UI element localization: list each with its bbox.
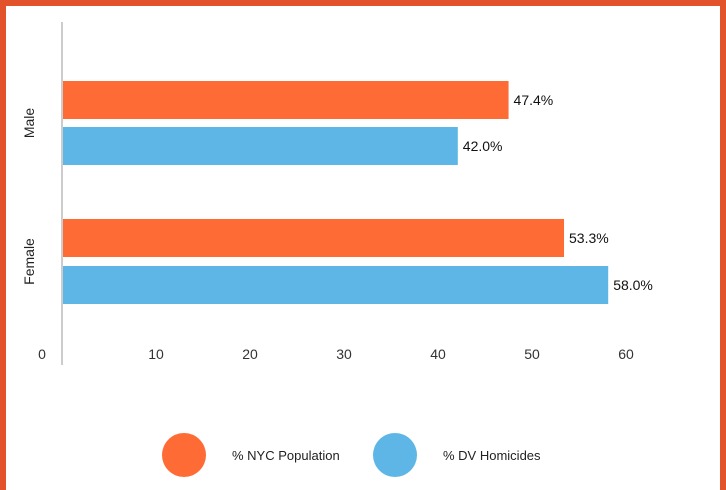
legend-swatch-series-0 xyxy=(162,433,206,477)
x-tick-label: 20 xyxy=(242,346,258,362)
bar-female-series-0 xyxy=(63,219,565,257)
legend: % NYC Population % DV Homicides xyxy=(162,433,541,477)
legend-label-series-1: % DV Homicides xyxy=(443,448,541,463)
category-label-female: Female xyxy=(21,238,37,285)
bar-female-series-1 xyxy=(63,266,609,304)
bar-male-series-1 xyxy=(63,127,458,165)
category-labels-group: Male Female xyxy=(21,108,37,285)
x-tick-label: 30 xyxy=(336,346,352,362)
x-tick-label: 0 xyxy=(38,346,46,362)
data-label-male-series-0: 47.4% xyxy=(514,92,554,108)
data-label-female-series-1: 58.0% xyxy=(613,277,653,293)
data-labels-group: 47.4% 42.0% 53.3% 58.0% xyxy=(463,92,653,293)
data-label-male-series-1: 42.0% xyxy=(463,138,503,154)
bars-group xyxy=(63,81,609,304)
x-tick-label: 50 xyxy=(524,346,540,362)
x-tick-label: 60 xyxy=(618,346,634,362)
category-label-male: Male xyxy=(21,108,37,139)
bar-male-series-0 xyxy=(63,81,509,119)
x-tick-label: 10 xyxy=(148,346,164,362)
legend-label-series-0: % NYC Population xyxy=(232,448,340,463)
data-label-female-series-0: 53.3% xyxy=(569,230,609,246)
x-tick-label: 40 xyxy=(430,346,446,362)
x-tick-labels-group: 0 10 20 30 40 50 60 xyxy=(38,346,634,362)
legend-swatch-series-1 xyxy=(373,433,417,477)
